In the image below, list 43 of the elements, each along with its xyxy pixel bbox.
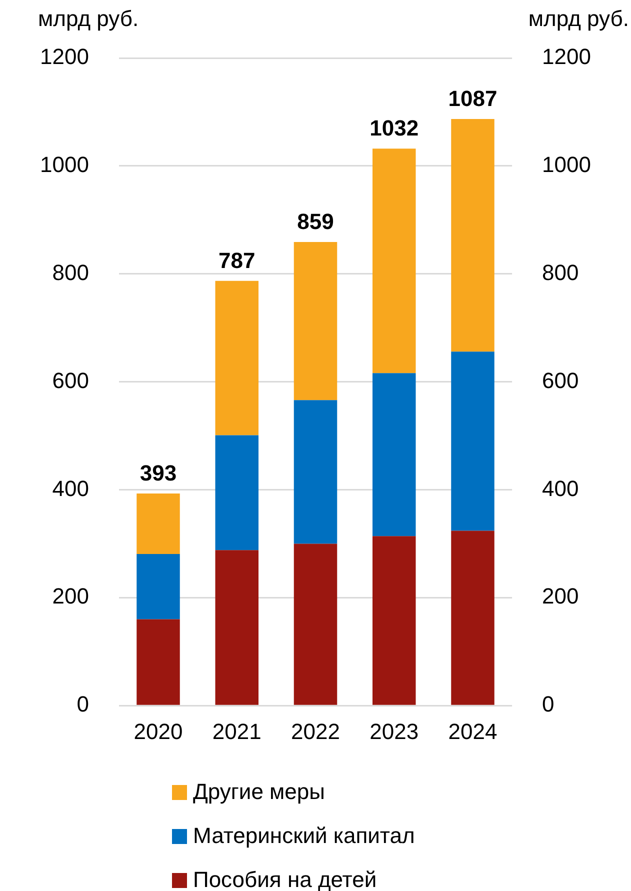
y2-tick-label: 0 (542, 692, 554, 717)
total-label: 1087 (448, 86, 498, 112)
y2-tick-label: 1200 (542, 44, 592, 70)
bar (451, 118, 494, 352)
bar (136, 554, 180, 620)
y-tick-label: 800 (52, 260, 89, 285)
y-axis-title: млрд руб. (38, 6, 139, 32)
bar (215, 280, 258, 436)
legend-label: Другие меры (193, 779, 325, 805)
bar (294, 400, 338, 544)
total-label: 787 (218, 248, 256, 273)
y2-tick-label: 800 (542, 260, 579, 285)
bar (136, 619, 180, 705)
bar (215, 435, 258, 550)
bar (372, 148, 416, 374)
bar (372, 373, 416, 536)
y2-axis-title: млрд руб. (528, 6, 629, 32)
y-tick-label: 600 (52, 368, 89, 393)
bar (451, 530, 494, 705)
bar (294, 544, 338, 705)
y-tick-label: 200 (52, 584, 89, 609)
y2-tick-label: 400 (542, 476, 579, 501)
y2-tick-label: 600 (542, 368, 579, 393)
y-tick-label: 1200 (40, 44, 89, 70)
x-tick-label: 2023 (370, 718, 419, 744)
bar (451, 352, 494, 531)
total-label: 393 (140, 460, 177, 486)
x-tick-label: 2021 (212, 718, 262, 744)
bar (372, 536, 416, 705)
bar (215, 550, 258, 705)
y-tick-label: 1000 (40, 152, 89, 177)
x-tick-label: 2020 (134, 718, 183, 744)
y2-tick-label: 1000 (542, 152, 592, 177)
y-tick-label: 400 (52, 476, 89, 501)
total-label: 859 (297, 209, 334, 234)
legend-label: Материнский капитал (193, 823, 415, 849)
y-tick-label: 0 (76, 692, 89, 717)
bar (294, 242, 338, 400)
bar (136, 494, 180, 554)
x-tick-label: 2024 (448, 718, 498, 744)
x-tick-label: 2022 (291, 718, 340, 744)
total-label: 1032 (370, 116, 419, 141)
y2-tick-label: 200 (542, 584, 579, 609)
